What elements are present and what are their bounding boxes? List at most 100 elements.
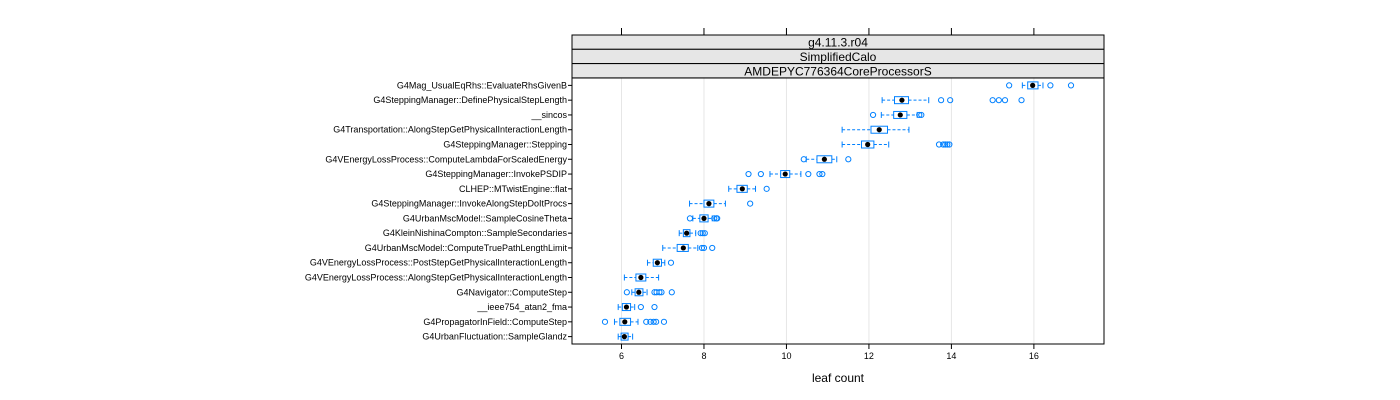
outlier-point [686,215,694,222]
outlier-point [701,230,708,237]
grid-lines [620,78,1035,344]
median-dot [876,127,882,133]
outlier-point [938,97,945,104]
outlier-point [942,141,949,148]
outlier-point [940,141,947,148]
outlier-point [711,215,718,222]
top-axis-ticks [620,28,1035,35]
outlier-point [667,259,675,266]
outlier-point [747,200,754,207]
x-tick-label: 16 [1029,351,1039,361]
median-dot [782,171,788,177]
category-label: G4Transportation::AlongStepGetPhysicalIn… [333,125,567,135]
category-label: G4SteppingManager::InvokeAlongStepDoItPr… [371,199,567,209]
category-label: G4PropagatorInField::ComputeStep [423,317,567,327]
median-dot [654,260,660,266]
outlier-point [714,215,721,222]
outlier-point [601,318,609,325]
outlier-point [697,230,704,237]
box-row [841,140,953,149]
box-iqr [682,229,691,238]
category-label: CLHEP::MTwistEngine::flat [459,184,568,194]
outlier-point [947,97,954,104]
box-iqr [635,273,647,282]
x-axis-title: leaf count [812,371,865,385]
box-iqr [893,96,910,105]
outlier-point [805,170,812,178]
outlier-point [660,318,668,325]
box-row [678,229,708,238]
outlier-point [653,318,660,325]
box-row [662,243,716,252]
outlier-point [647,318,654,325]
median-dot [739,186,745,192]
outlier-point [918,111,925,119]
category-label: G4VEnergyLossProcess::AlongStepGetPhysic… [305,273,567,283]
median-dot [897,112,903,118]
box-iqr [652,258,662,267]
box-row [686,214,721,223]
outlier-point [819,170,826,178]
outlier-point [1018,97,1025,104]
box-row [623,273,660,282]
box-iqr [699,214,709,223]
category-labels: G4Mag_UsualEqRhs::EvaluateRhsGivenBG4Ste… [305,80,572,342]
outlier-point [989,97,996,104]
box-iqr [620,332,629,341]
box-row [1006,81,1075,90]
outlier-point [816,170,823,178]
category-label: __ieee754_atan2_fma [476,302,567,312]
box-row [617,303,658,312]
category-label: G4SteppingManager::Stepping [443,140,567,150]
outlier-point [658,289,665,296]
box-row [841,125,910,134]
outlier-point [935,141,943,148]
box-layer [601,81,1075,341]
box-row [689,199,754,208]
outlier-point [700,244,708,252]
outlier-point [763,185,770,192]
median-dot [636,289,642,295]
panel-frame [571,77,1105,345]
box-iqr [1027,81,1039,90]
box-row [869,110,925,119]
median-dot [638,274,644,281]
outlier-point [623,289,630,296]
x-tick-label: 10 [781,351,791,361]
box-iqr [676,243,689,252]
strip-headers: g4.11.3.r04SimplifiedCaloAMDEPYC776364Co… [571,34,1105,79]
box-row [745,170,826,179]
outlier-point [637,303,644,311]
outlier-point [800,156,807,163]
box-row [800,155,852,164]
box-row [728,184,770,193]
x-tick-label: 14 [946,351,956,361]
outlier-point [869,111,877,119]
category-label: G4SteppingManager::InvokePSDIP [425,169,567,179]
median-dot [1030,82,1036,88]
box-row [646,258,675,267]
median-dot [621,334,627,340]
outlier-point [643,318,650,325]
category-label: G4VEnergyLossProcess::ComputeLambdaForSc… [325,154,567,164]
box-iqr [736,184,748,193]
category-label: G4UrbanMscModel::ComputeTruePathLengthLi… [365,243,568,253]
category-label: __sincos [530,110,567,120]
outlier-point [944,141,951,148]
box-iqr [780,170,791,179]
box-row [601,317,668,326]
box-iqr [634,288,644,297]
median-dot [623,304,630,310]
median-dot [706,201,712,207]
median-dot [684,230,690,236]
outlier-point [1067,82,1075,89]
x-tick-label: 12 [864,351,874,361]
outlier-point [745,170,752,178]
box-iqr [893,110,908,119]
category-label: G4Mag_UsualEqRhs::EvaluateRhsGivenB [397,80,567,90]
outlier-point [698,244,706,252]
strip-label: g4.11.3.r04 [808,36,868,50]
bottom-axis: 6 8 10 12 14 16 [619,344,1039,361]
category-label: G4Navigator::ComputeStep [456,287,567,297]
